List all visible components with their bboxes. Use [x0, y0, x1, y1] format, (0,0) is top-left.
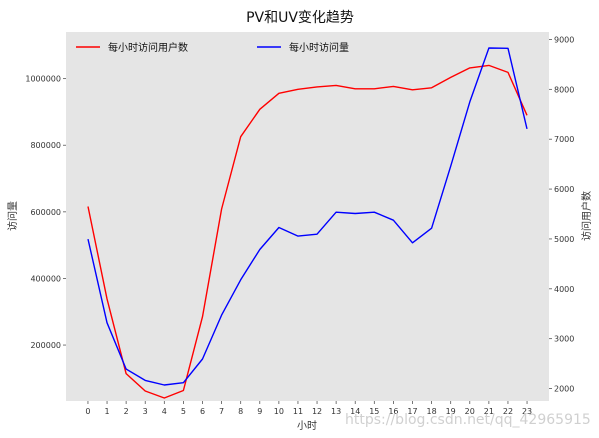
x-tick-label: 23 [522, 407, 532, 416]
y-left-tick-label: 800000 [30, 141, 61, 150]
y-axis-left: 200000 400000 600000 800000 1000000 [25, 75, 66, 350]
y-axis-right: 2000 3000 4000 5000 6000 7000 8000 9000 [549, 35, 574, 394]
x-axis: 0 1 2 3 4 5 6 7 8 9 10 11 12 13 14 15 16 17 18 19 20 21 22 23 [85, 401, 532, 416]
y-right-tick-label: 3000 [554, 335, 574, 344]
legend-right-label: 每小时访问量 [289, 41, 349, 54]
y-left-tick-label: 1000000 [25, 75, 61, 84]
legend-left: 每小时访问用户数 [70, 37, 204, 57]
x-tick-label: 16 [388, 407, 398, 416]
plot-area [66, 32, 549, 401]
x-tick-label: 17 [407, 407, 417, 416]
x-tick-label: 12 [312, 407, 322, 416]
chart-title: PV和UV变化趋势 [246, 10, 354, 26]
y-axis-right-label: 访问用户数 [580, 191, 593, 241]
x-tick-label: 11 [293, 407, 303, 416]
x-tick-label: 18 [426, 407, 436, 416]
x-tick-label: 2 [124, 407, 129, 416]
x-tick-label: 20 [465, 407, 475, 416]
x-tick-label: 22 [503, 407, 513, 416]
x-tick-label: 6 [200, 407, 205, 416]
series-lines [87, 47, 528, 399]
x-tick-label: 5 [181, 407, 186, 416]
x-tick-label: 14 [350, 407, 360, 416]
y-right-tick-label: 6000 [554, 185, 574, 194]
y-left-tick-label: 600000 [30, 208, 61, 217]
y-right-tick-label: 9000 [554, 35, 574, 44]
legend-right-box [251, 37, 363, 57]
x-tick-label: 4 [162, 407, 167, 416]
y-right-tick-label: 8000 [554, 85, 574, 94]
y-right-tick-label: 5000 [554, 235, 574, 244]
x-tick-label: 15 [369, 407, 379, 416]
uv-series-line [87, 64, 528, 399]
x-tick-label: 0 [85, 407, 90, 416]
legend-right: 每小时访问量 [251, 37, 363, 57]
x-tick-label: 7 [219, 407, 224, 416]
y-left-tick-label: 400000 [30, 274, 61, 283]
y-left-tick-label: 200000 [30, 341, 61, 350]
x-tick-label: 1 [104, 407, 109, 416]
watermark-text: https://blog.csdn.net/qq_42965915 [345, 412, 591, 428]
y-right-tick-label: 7000 [554, 135, 574, 144]
y-axis-left-label: 访问量 [6, 201, 19, 231]
x-tick-label: 9 [257, 407, 262, 416]
x-tick-label: 8 [238, 407, 243, 416]
x-tick-label: 13 [331, 407, 341, 416]
x-tick-label: 19 [446, 407, 456, 416]
pv-series-line [87, 47, 528, 386]
x-tick-label: 21 [484, 407, 494, 416]
x-tick-label: 10 [274, 407, 284, 416]
legend-left-box [70, 37, 204, 57]
legend-left-label: 每小时访问用户数 [108, 41, 188, 54]
x-tick-label: 3 [143, 407, 148, 416]
x-axis-label: 小时 [297, 420, 317, 432]
y-right-tick-label: 2000 [554, 385, 574, 394]
y-right-tick-label: 4000 [554, 285, 574, 294]
